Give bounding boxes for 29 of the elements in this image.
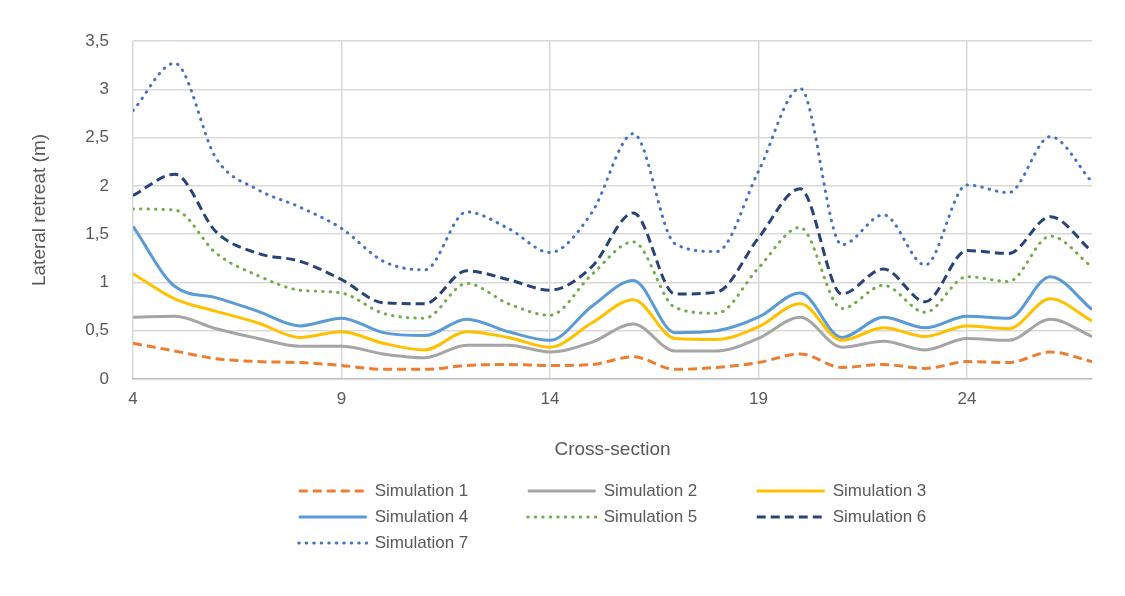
y-tick-label: 3,5 bbox=[85, 30, 109, 50]
line-series bbox=[133, 341, 1092, 371]
y-tick-label: 3 bbox=[99, 78, 109, 98]
x-axis-title: Cross-section bbox=[554, 437, 671, 459]
y-tick-label: 2 bbox=[99, 175, 109, 195]
line-series bbox=[133, 61, 1092, 272]
x-tick-label: 4 bbox=[128, 388, 138, 408]
y-axis-title: Lateral retreat (m) bbox=[27, 133, 49, 287]
line-series bbox=[133, 224, 1092, 342]
legend-label: Simulation 3 bbox=[832, 480, 927, 500]
y-tick-label: 0 bbox=[99, 368, 109, 388]
line-series bbox=[133, 272, 1092, 352]
x-tick-label: 9 bbox=[336, 388, 347, 408]
legend-label: Simulation 1 bbox=[374, 480, 469, 500]
legend-label: Simulation 5 bbox=[603, 506, 698, 526]
legend-label: Simulation 2 bbox=[603, 480, 698, 500]
line-series bbox=[133, 207, 1092, 320]
line-series bbox=[133, 314, 1092, 360]
legend-label: Simulation 7 bbox=[374, 532, 469, 552]
x-tick-label: 19 bbox=[748, 388, 768, 408]
legend-label: Simulation 4 bbox=[374, 506, 469, 526]
y-tick-label: 1 bbox=[99, 272, 109, 292]
x-tick-label: 14 bbox=[540, 388, 560, 408]
legend-label: Simulation 6 bbox=[832, 506, 927, 526]
line-series bbox=[133, 172, 1092, 306]
y-tick-label: 2,5 bbox=[85, 127, 109, 147]
x-tick-label: 24 bbox=[957, 388, 977, 408]
y-tick-label: 0,5 bbox=[85, 320, 109, 340]
y-tick-label: 1,5 bbox=[85, 223, 109, 243]
